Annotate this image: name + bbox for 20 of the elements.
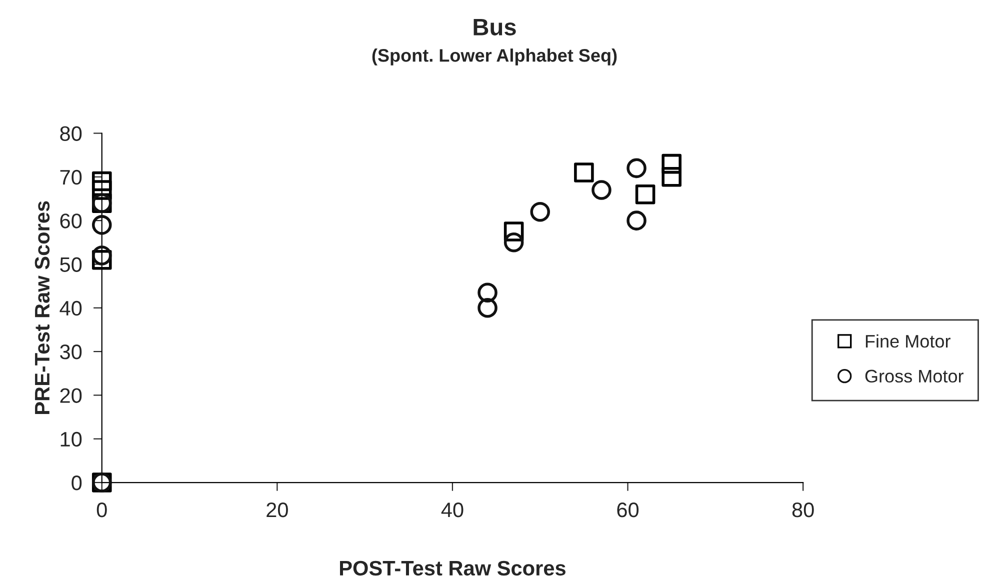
y-tick-label: 30 bbox=[60, 344, 82, 360]
x-tick-label: 60 bbox=[617, 502, 639, 518]
x-tick-label: 0 bbox=[96, 502, 107, 518]
y-tick-label: 40 bbox=[60, 300, 82, 316]
y-tick-label: 20 bbox=[60, 388, 82, 403]
legend-label: Gross Motor bbox=[865, 370, 964, 383]
y-tick-label: 70 bbox=[60, 170, 82, 185]
y-tick-label: 80 bbox=[60, 126, 82, 142]
y-tick-label: 50 bbox=[60, 257, 82, 272]
y-axis-title: PRE-Test Raw Scores bbox=[34, 201, 50, 414]
x-tick-label: 40 bbox=[441, 502, 464, 518]
x-tick-label: 20 bbox=[266, 502, 288, 518]
legend-label: Fine Motor bbox=[866, 334, 950, 348]
y-tick-label: 60 bbox=[60, 214, 82, 228]
x-tick-label: 80 bbox=[792, 502, 814, 518]
x-axis-title: POST-Test Raw Scores bbox=[340, 560, 566, 576]
y-tick-label: 0 bbox=[72, 476, 82, 490]
chart-subtitle: (Spont. Lower Alphabet Seq) bbox=[372, 48, 617, 66]
chart-title: Bus bbox=[474, 18, 516, 36]
y-tick-label: 10 bbox=[60, 432, 82, 447]
